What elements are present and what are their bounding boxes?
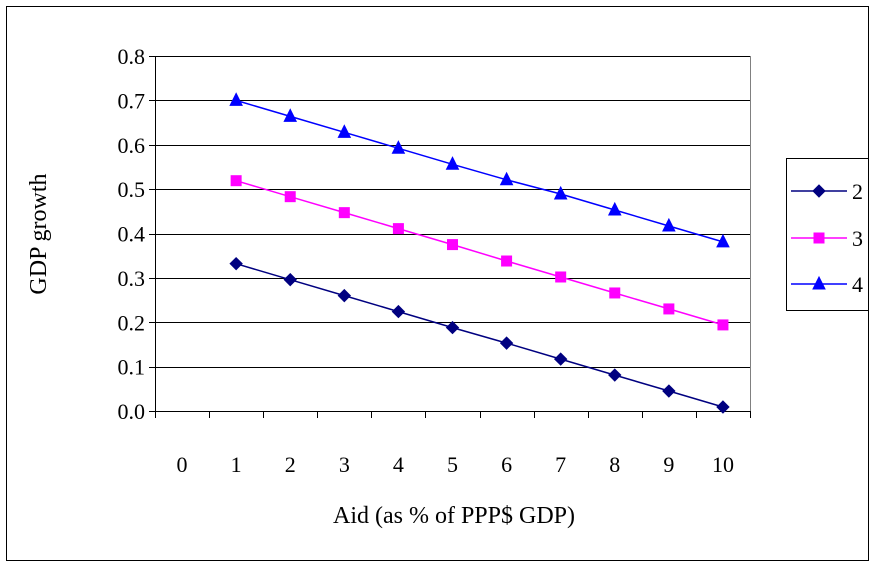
x-tick-label: 2 (285, 452, 296, 477)
data-point-series-2 (337, 288, 352, 303)
data-point-series-4 (499, 171, 514, 186)
data-point-series-2 (716, 400, 730, 414)
x-tick-label: 3 (339, 452, 350, 477)
x-tick-label: 0 (177, 452, 188, 477)
data-point-series-4 (662, 217, 676, 232)
data-point-series-3 (230, 175, 242, 187)
data-point-series-2 (553, 352, 568, 366)
y-axis-label: GDP growth (26, 173, 52, 294)
data-point-series-4 (445, 156, 460, 170)
y-tick-label: 0.6 (118, 133, 146, 158)
y-tick-labels: 0.0 0.1 0.2 0.3 0.4 0.5 0.6 0.7 0.8 (118, 44, 146, 424)
data-point-series-4 (391, 140, 406, 154)
series-line-2 (235, 262, 724, 408)
series-lines (235, 99, 724, 408)
y-tick-label: 0.0 (118, 399, 146, 424)
data-point-series-2 (499, 336, 514, 350)
data-point-series-3 (555, 271, 567, 283)
data-point-series-4 (553, 185, 568, 200)
x-tick-label: 4 (393, 452, 404, 477)
x-tick-label: 1 (231, 452, 242, 477)
x-tick-label: 9 (663, 452, 674, 477)
data-point-series-2 (283, 272, 297, 287)
y-tick-label: 0.4 (118, 222, 146, 247)
data-point-series-3 (284, 191, 296, 203)
data-point-series-2 (229, 256, 243, 271)
x-tick-label: 10 (712, 452, 734, 477)
data-point-series-2 (445, 320, 460, 335)
legend-label-4: 4 (852, 272, 863, 297)
legend-marker-4 (812, 275, 826, 290)
x-tick-label: 7 (555, 452, 566, 477)
legend-box (786, 158, 869, 311)
axes (149, 56, 751, 418)
data-point-series-4 (607, 201, 622, 216)
data-point-series-3 (717, 319, 729, 331)
y-tick-label: 0.5 (118, 177, 146, 202)
y-tick-label: 0.2 (118, 310, 146, 335)
y-tick-label: 0.8 (118, 44, 146, 69)
x-tick-labels: 0 1 2 3 4 5 6 7 8 9 10 (177, 452, 734, 477)
y-tick-label: 0.3 (118, 266, 146, 291)
legend-marker-2 (812, 184, 826, 198)
y-tick-label: 0.7 (118, 88, 146, 113)
series-markers (229, 92, 730, 414)
legend-marker-3 (813, 232, 825, 244)
data-point-series-3 (663, 303, 675, 315)
data-point-series-2 (608, 368, 622, 382)
legend-label-2: 2 (852, 179, 863, 204)
data-point-series-3 (447, 239, 458, 251)
y-tick-label: 0.1 (118, 355, 146, 380)
legend-label-3: 3 (852, 226, 863, 251)
data-point-series-2 (391, 304, 406, 319)
series-line-3 (235, 179, 724, 326)
series-line-4 (235, 99, 724, 243)
data-point-series-4 (337, 124, 352, 138)
data-point-series-3 (609, 287, 621, 299)
data-point-series-3 (392, 223, 404, 235)
data-point-series-3 (338, 207, 350, 219)
data-point-series-4 (229, 92, 243, 106)
data-point-series-2 (662, 384, 676, 398)
data-point-series-4 (716, 233, 730, 248)
data-point-series-4 (283, 108, 298, 122)
x-tick-label: 6 (501, 452, 512, 477)
x-axis-label: Aid (as % of PPP$ GDP) (333, 503, 575, 529)
x-tick-label: 8 (609, 452, 620, 477)
data-point-series-3 (501, 255, 513, 267)
x-tick-label: 5 (447, 452, 458, 477)
legend: 2 3 4 (786, 158, 869, 311)
